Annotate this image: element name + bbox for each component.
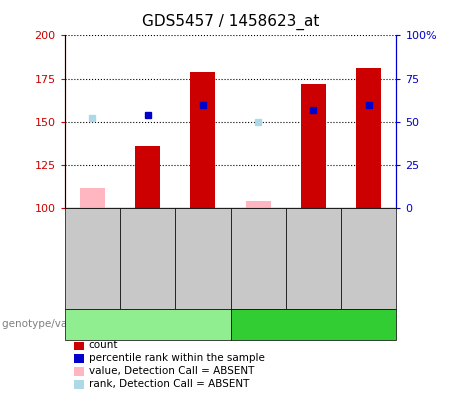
Text: GSM1442336: GSM1442336	[364, 239, 374, 303]
Bar	[301, 84, 326, 208]
Text: GSM1397412: GSM1397412	[308, 238, 319, 303]
Bar	[135, 146, 160, 208]
Text: GDS5457 / 1458623_at: GDS5457 / 1458623_at	[142, 14, 319, 30]
Text: GSM1397410: GSM1397410	[142, 239, 153, 303]
Bar	[356, 68, 381, 208]
Text: percentile rank within the sample: percentile rank within the sample	[89, 353, 265, 364]
Text: GSM1397411: GSM1397411	[253, 239, 263, 303]
Text: onecut2 knockout: onecut2 knockout	[98, 319, 197, 329]
Text: GSM1442337: GSM1442337	[198, 238, 208, 303]
Text: genotype/variation ▶: genotype/variation ▶	[2, 319, 112, 329]
Text: rank, Detection Call = ABSENT: rank, Detection Call = ABSENT	[89, 379, 249, 389]
Bar	[80, 187, 105, 208]
Text: GSM1397409: GSM1397409	[87, 239, 97, 303]
Text: count: count	[89, 340, 118, 351]
Bar	[190, 72, 215, 208]
Text: value, Detection Call = ABSENT: value, Detection Call = ABSENT	[89, 366, 254, 376]
Bar	[246, 201, 271, 208]
Text: onecut2 wild type: onecut2 wild type	[264, 319, 363, 329]
